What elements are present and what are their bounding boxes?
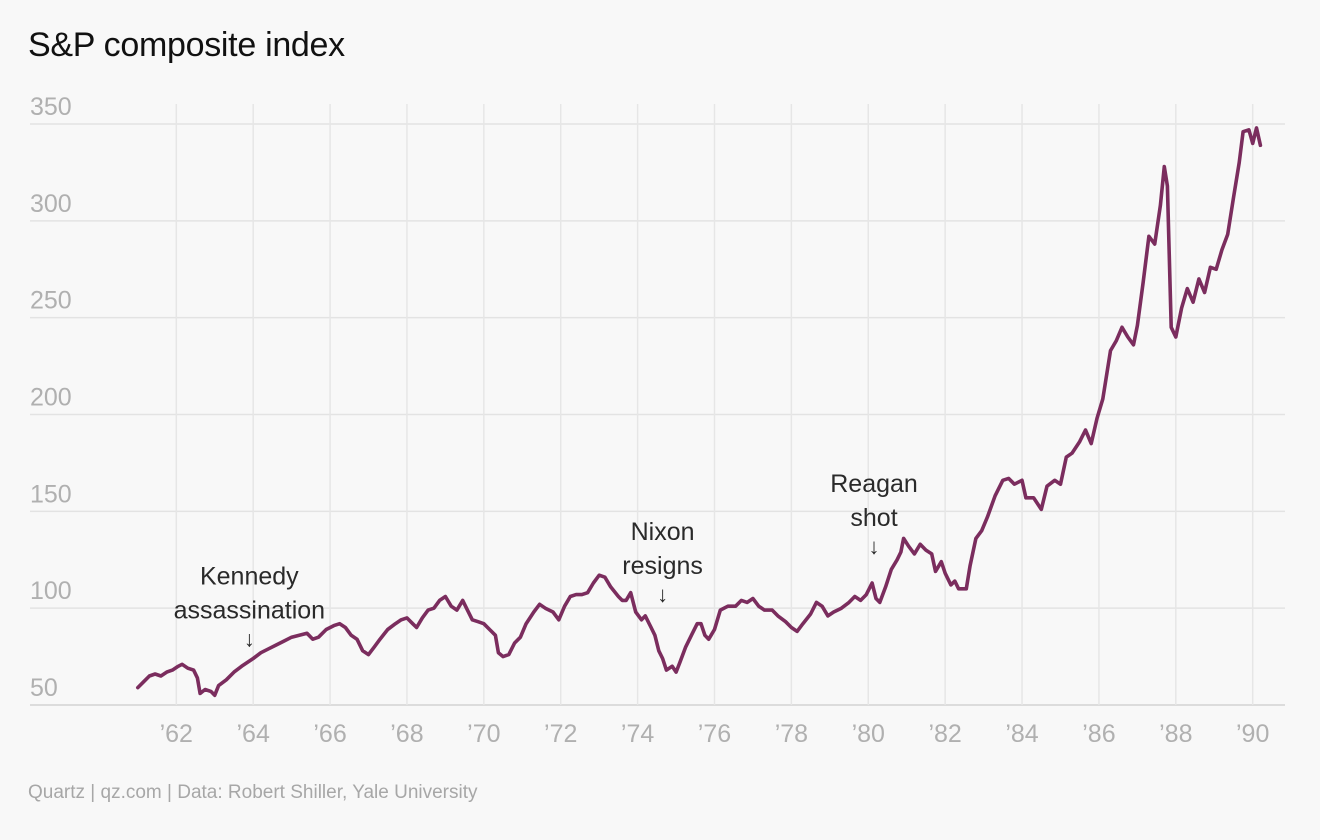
x-tick-label: ’66: [313, 720, 346, 748]
y-tick-label: 350: [30, 93, 72, 121]
chart-source: Quartz | qz.com | Data: Robert Shiller, …: [28, 782, 478, 803]
annotation-label: Reagan: [830, 470, 918, 498]
x-tick-label: ’82: [928, 720, 961, 748]
y-tick-label: 150: [30, 480, 72, 508]
annotation-arrow-icon: ↓: [657, 582, 668, 607]
chart-title: S&P composite index: [28, 26, 345, 64]
series-line: [136, 126, 1263, 698]
y-tick-label: 250: [30, 287, 72, 315]
annotation-label: Kennedy: [200, 563, 299, 591]
x-tick-label: ’80: [852, 720, 885, 748]
x-tick-label: ’86: [1082, 720, 1115, 748]
x-tick-label: ’76: [698, 720, 731, 748]
x-tick-label: ’72: [544, 720, 577, 748]
x-tick-label: ’84: [1005, 720, 1038, 748]
x-tick-label: ’70: [467, 720, 500, 748]
annotation-label: assassination: [174, 597, 325, 625]
annotation-label: shot: [850, 504, 897, 532]
x-axis: ’62 ’64 ’66 ’68 ’70 ’72 ’74 ’76 ’78 ’80 ’82 ’84 ’86 ’…: [160, 720, 1270, 748]
chart-grid: [30, 104, 1285, 706]
annotation-label: resigns: [622, 552, 703, 580]
x-tick-label: ’78: [775, 720, 808, 748]
chart-annotations: Kennedyassassination↓Nixonresigns↓Reagan…: [174, 470, 918, 652]
annotation-label: Nixon: [631, 518, 695, 546]
x-tick-label: ’62: [160, 720, 193, 748]
chart-series: [136, 126, 1263, 698]
x-tick-label: ’90: [1236, 720, 1269, 748]
annotation-arrow-icon: ↓: [244, 627, 255, 652]
y-tick-label: 200: [30, 384, 72, 412]
annotation-arrow-icon: ↓: [869, 534, 880, 559]
y-tick-label: 300: [30, 190, 72, 218]
x-tick-label: ’88: [1159, 720, 1192, 748]
x-tick-label: ’74: [621, 720, 654, 748]
y-tick-label: 50: [30, 674, 58, 702]
y-tick-label: 100: [30, 577, 72, 605]
y-axis: 50 100 150 200 250 300 350: [30, 93, 72, 702]
x-tick-label: ’64: [236, 720, 269, 748]
x-tick-label: ’68: [390, 720, 423, 748]
